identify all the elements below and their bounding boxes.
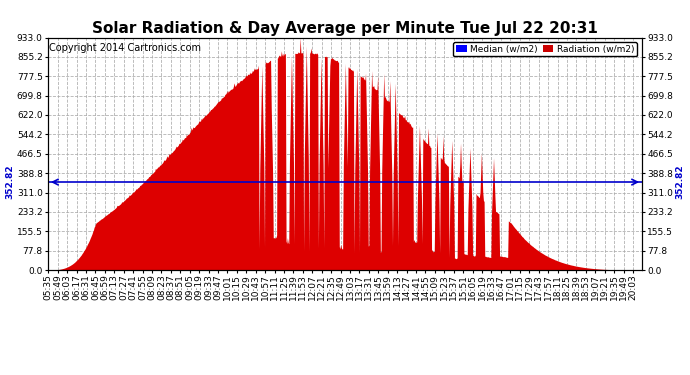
- Title: Solar Radiation & Day Average per Minute Tue Jul 22 20:31: Solar Radiation & Day Average per Minute…: [92, 21, 598, 36]
- Text: 352.82: 352.82: [6, 165, 14, 200]
- Legend: Median (w/m2), Radiation (w/m2): Median (w/m2), Radiation (w/m2): [453, 42, 637, 56]
- Text: Copyright 2014 Cartronics.com: Copyright 2014 Cartronics.com: [50, 44, 201, 53]
- Text: 352.82: 352.82: [676, 165, 684, 200]
